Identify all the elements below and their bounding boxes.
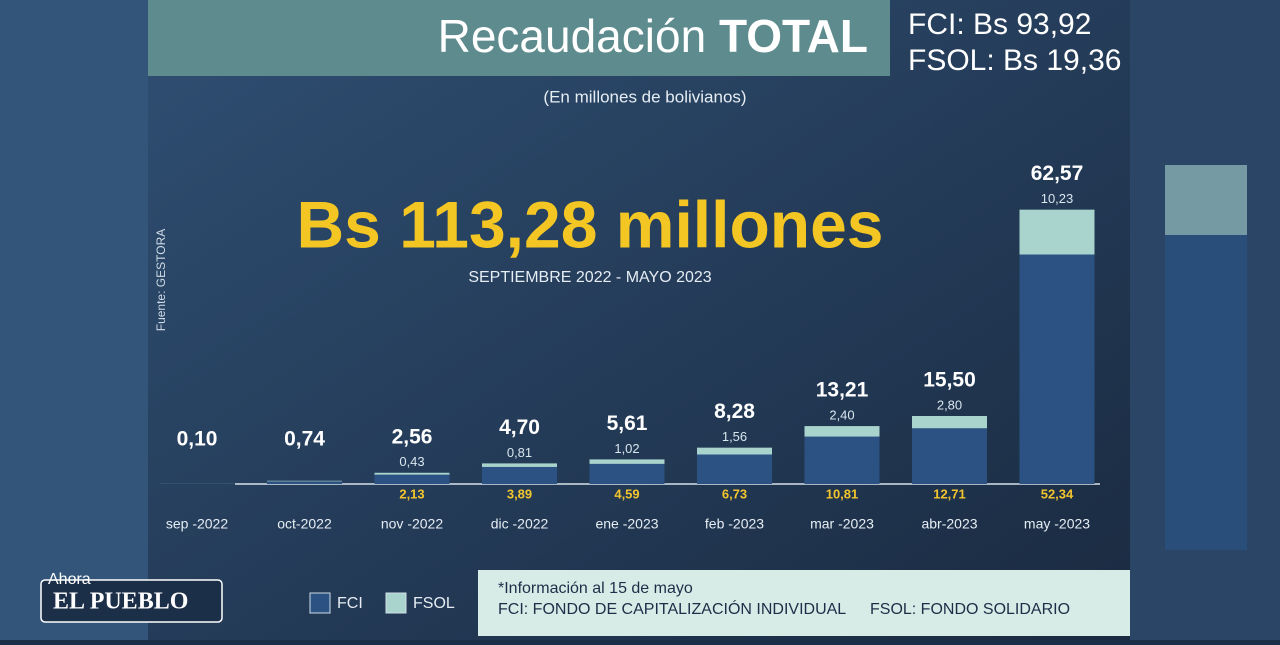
total-label: 0,10 xyxy=(177,428,218,451)
x-tick-label: feb -2023 xyxy=(705,516,764,532)
subtitle: (En millones de bolivianos) xyxy=(543,87,746,106)
bar-segment xyxy=(375,475,450,484)
fci-label: 12,71 xyxy=(933,486,966,501)
fci-label: 52,34 xyxy=(1041,486,1074,501)
fci-label: 3,89 xyxy=(507,486,532,501)
bar-segment xyxy=(267,481,342,484)
logo-name: EL PUEBLO xyxy=(53,589,188,615)
period: SEPTIEMBRE 2022 - MAYO 2023 xyxy=(468,269,711,286)
bar-segment xyxy=(482,463,557,467)
x-tick-label: oct-2022 xyxy=(277,516,332,532)
bar-segment xyxy=(912,416,987,428)
x-tick-label: ene -2023 xyxy=(595,516,658,532)
title-bold: TOTAL xyxy=(719,10,868,62)
fsol-label: 2,40 xyxy=(829,408,854,423)
bar-segment xyxy=(697,448,772,455)
x-tick-label: mar -2023 xyxy=(810,516,874,532)
fsol-label: 1,56 xyxy=(722,429,747,444)
bar-segment xyxy=(590,464,665,484)
side-blur xyxy=(0,0,148,640)
bar-segment xyxy=(912,428,987,484)
note: FSOL: FONDO SOLIDARIO xyxy=(870,601,1070,618)
logo-small: Ahora xyxy=(48,571,91,588)
side-blur xyxy=(1165,235,1247,550)
bar-segment xyxy=(375,473,450,475)
note: *Información al 15 de mayo xyxy=(498,580,693,597)
x-tick-label: dic -2022 xyxy=(491,516,549,532)
fsol-label: 0,43 xyxy=(399,454,424,469)
bar-segment xyxy=(805,426,880,437)
summary: FCI: Bs 93,92 xyxy=(908,8,1091,41)
fci-label: 6,73 xyxy=(722,486,747,501)
x-tick-label: may -2023 xyxy=(1024,516,1090,532)
total-label: 62,57 xyxy=(1031,162,1084,185)
summary: FSOL: Bs 19,36 xyxy=(908,44,1121,77)
fsol-label: 2,80 xyxy=(937,397,962,412)
fci-label: 10,81 xyxy=(826,486,859,501)
total-label: 15,50 xyxy=(923,369,976,392)
fsol-label: 10,23 xyxy=(1041,191,1074,206)
total-label: 0,74 xyxy=(284,428,325,451)
title-light: Recaudación xyxy=(438,10,707,62)
x-tick-label: abr-2023 xyxy=(921,516,977,532)
side-blur xyxy=(1165,165,1247,235)
legend-label: FCI xyxy=(337,595,363,612)
bar-segment xyxy=(805,437,880,484)
x-tick-label: sep -2022 xyxy=(166,516,228,532)
legend-swatch xyxy=(386,593,406,613)
x-tick-label: nov -2022 xyxy=(381,516,443,532)
bar-segment xyxy=(590,459,665,463)
bar-segment xyxy=(482,467,557,484)
fci-label: 4,59 xyxy=(614,486,639,501)
title: Recaudación TOTAL xyxy=(438,10,868,62)
note: FCI: FONDO DE CAPITALIZACIÓN INDIVIDUAL xyxy=(498,599,846,618)
total-label: 4,70 xyxy=(499,416,540,439)
fsol-label: 0,81 xyxy=(507,445,532,460)
legend-label: FSOL xyxy=(413,595,455,612)
bar-segment xyxy=(1020,255,1095,484)
total-label: 5,61 xyxy=(607,412,648,435)
bar-segment xyxy=(1020,210,1095,255)
headline: Bs 113,28 millones xyxy=(296,187,883,261)
source: Fuente: GESTORA xyxy=(154,229,168,332)
fci-label: 2,13 xyxy=(399,486,424,501)
total-label: 8,28 xyxy=(714,400,755,423)
total-label: 2,56 xyxy=(392,425,433,448)
bar-segment xyxy=(697,454,772,484)
total-label: 13,21 xyxy=(816,379,869,402)
bar-segment xyxy=(267,481,342,482)
legend-swatch xyxy=(310,593,330,613)
fsol-label: 1,02 xyxy=(614,441,639,456)
